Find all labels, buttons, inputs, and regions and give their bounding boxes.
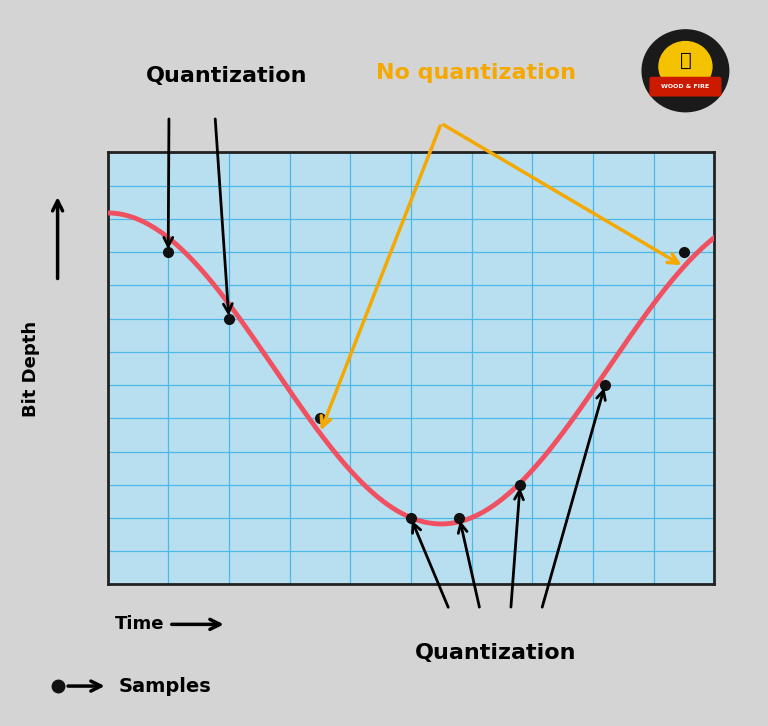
Text: Time: Time xyxy=(115,616,164,633)
Text: WOOD & FIRE: WOOD & FIRE xyxy=(661,84,710,89)
Circle shape xyxy=(642,30,729,112)
FancyBboxPatch shape xyxy=(650,78,720,96)
Text: Samples: Samples xyxy=(119,677,212,696)
Text: No quantization: No quantization xyxy=(376,62,576,83)
Text: Bit Depth: Bit Depth xyxy=(22,320,40,417)
Text: Quantization: Quantization xyxy=(146,66,307,86)
Text: Quantization: Quantization xyxy=(415,643,576,664)
Circle shape xyxy=(659,41,712,91)
Text: 🎤: 🎤 xyxy=(680,52,691,70)
